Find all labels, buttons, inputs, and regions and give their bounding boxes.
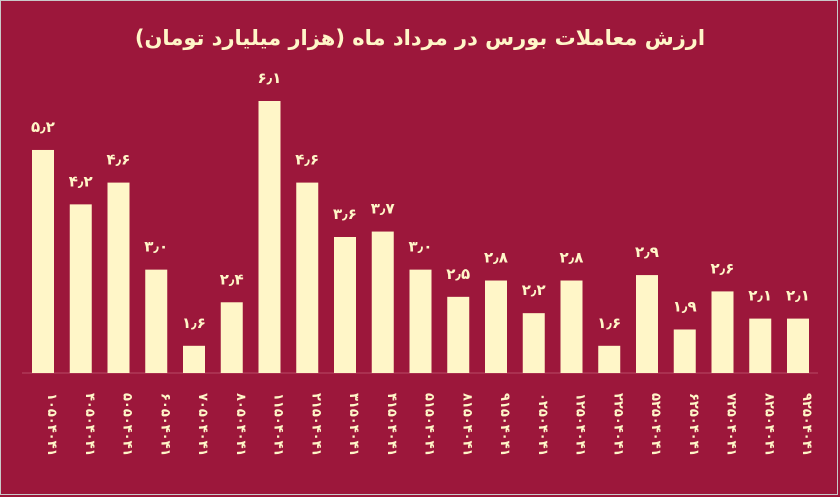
bar [560,280,583,373]
data-label: ۳٫۷ [371,200,395,218]
bar [334,237,356,373]
data-label: ۲٫۵ [446,265,470,283]
data-label: ۲٫۱ [786,287,810,305]
x-tick-label: ۸۲۵۰۴۰۴۱ [761,393,776,456]
bar [107,182,130,373]
data-label: ۱٫۹ [673,297,697,315]
x-tick-label: ۳۱۵۰۴۰۴۱ [346,393,361,456]
bar [787,318,809,373]
data-label: ۴٫۲ [69,172,93,190]
x-tick-label: ۸۱۵۰۴۰۴۱ [459,393,474,456]
data-label: ۴٫۶ [295,151,319,169]
x-tick-label: ۱۱۵۰۴۰۴۱ [271,393,286,456]
bar [69,204,92,373]
data-label: ۵٫۲ [31,118,55,136]
x-tick-label: ۹۱۵۰۴۰۴۱ [497,393,512,456]
x-tick-label: ۱۲۵۰۴۰۴۱ [573,393,588,456]
data-label: ۲٫۸ [484,249,508,267]
data-label: ۲٫۱ [748,287,772,305]
bar [145,269,168,373]
data-label: ۱٫۶ [597,314,621,332]
bar [598,345,621,373]
bar [258,101,281,373]
bar [32,149,54,373]
bar [636,275,658,373]
x-tick-label: ۸۰۵۰۴۰۴۱ [233,393,248,456]
x-tick-label: ۷۰۵۰۴۰۴۱ [195,393,210,456]
x-tick-label: ۶۰۵۰۴۰۴۱ [157,393,172,456]
x-tick-label: ۲۲۵۰۴۰۴۱ [610,393,625,456]
data-label: ۲٫۹ [635,243,659,261]
bar [220,302,243,373]
bar [749,318,772,373]
bar [447,296,470,373]
x-tick-label: ۶۲۵۰۴۰۴۱ [686,393,701,456]
x-tick-label: ۷۲۵۰۴۰۴۱ [724,393,739,456]
x-tick-label: ۹۲۵۰۴۰۴۱ [799,393,814,456]
x-tick-label: ۵۱۵۰۴۰۴۱ [422,393,437,456]
data-label: ۳٫۶ [333,205,357,223]
chart-title: ارزش معاملات بورس در مرداد ماه (هزار میل… [134,26,706,50]
x-tick-label: ۲۱۵۰۴۰۴۱ [308,393,323,456]
data-label: ۶٫۱ [258,69,282,87]
data-label: ۲٫۲ [522,281,546,299]
bar [409,269,432,373]
x-tick-label: ۰۲۵۰۴۰۴۱ [535,393,550,456]
bar [673,329,696,373]
x-tick-label: ۵۰۵۰۴۰۴۱ [120,393,135,456]
data-label: ۳٫۰ [144,238,168,256]
bar [522,313,545,373]
x-tick-label: ۴۰۵۰۴۰۴۱ [82,393,97,456]
bar [711,291,734,373]
data-label: ۳٫۰ [409,238,433,256]
x-tick-label: ۵۲۵۰۴۰۴۱ [648,393,663,456]
bar [296,182,319,373]
bar [485,280,507,373]
data-label: ۴٫۶ [107,151,131,169]
x-tick-label: ۱۰۵۰۴۰۴۱ [44,393,59,456]
x-tick-label: ۴۱۵۰۴۰۴۱ [384,393,399,456]
bar [371,231,394,373]
data-label: ۲٫۸ [560,249,584,267]
data-label: ۱٫۶ [182,314,206,332]
bar [183,345,205,373]
data-label: ۲٫۴ [220,270,244,288]
data-label: ۲٫۶ [711,259,735,277]
